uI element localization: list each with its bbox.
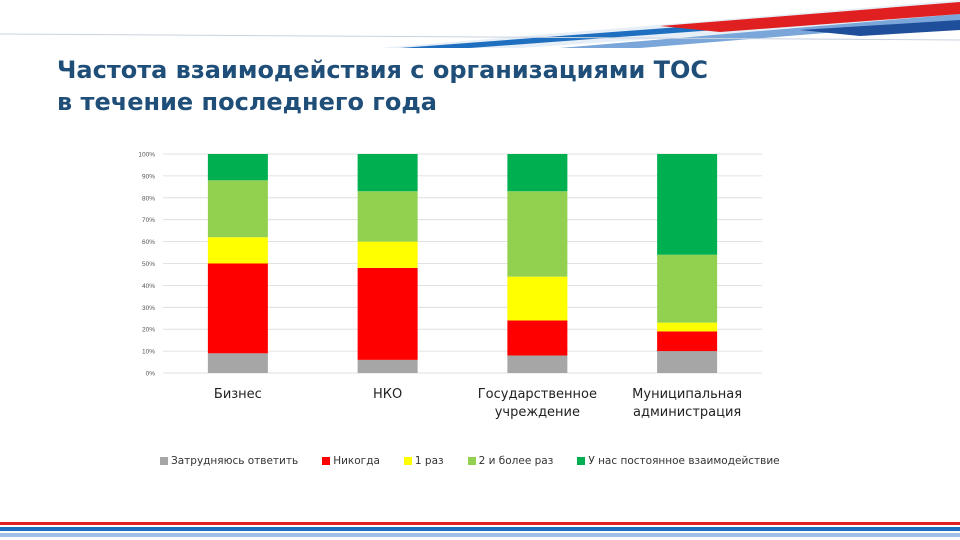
y-tick-label: 80%	[142, 195, 155, 202]
y-tick-label: 60%	[142, 239, 155, 246]
legend-item: Никогда	[322, 455, 380, 467]
bar-segment	[657, 254, 718, 323]
bar-segment	[207, 237, 268, 264]
legend-label: Никогда	[333, 455, 380, 467]
y-axis-ticks: 0% 10% 20% 30% 40% 50% 60% 70% 80% 90% 100%	[138, 152, 155, 378]
bar-segment	[357, 191, 418, 242]
category-label-line: НКО	[373, 387, 402, 402]
stacked-bar-chart: 0% 10% 20% 30% 40% 50% 60% 70% 80% 90% 100% Бизнес…	[138, 152, 762, 420]
legend-item: Затрудняюсь ответить	[160, 455, 298, 467]
bar-segment	[507, 276, 568, 321]
page-title: Частота взаимодействия с организациями Т…	[57, 54, 708, 118]
bar-segment	[657, 154, 718, 255]
y-tick-label: 0%	[146, 371, 156, 378]
bars	[207, 154, 718, 373]
top-ribbon-decoration	[0, 0, 960, 48]
category-label: Бизнес	[214, 387, 262, 402]
y-tick-label: 70%	[142, 217, 155, 224]
x-axis-categories: Бизнес НКО Государственное учреждение Муници…	[214, 387, 742, 420]
legend-item: 2 и более раз	[467, 455, 554, 467]
bottom-stripe-decoration	[0, 522, 960, 537]
chart-legend: Затрудняюсь ответить Никогда 1 раз 2 и боле…	[160, 455, 804, 467]
category-label: НКО	[373, 387, 402, 402]
bar-segment	[507, 320, 568, 356]
category-label-line: администрация	[633, 405, 741, 420]
y-tick-label: 90%	[142, 173, 155, 180]
legend-label: 1 раз	[414, 455, 444, 467]
y-tick-label: 30%	[142, 305, 155, 312]
bar-segment	[507, 191, 568, 277]
bar-segment	[357, 267, 418, 360]
bar-segment	[657, 322, 718, 332]
legend-item: 1 раз	[403, 455, 444, 467]
category-label-line: учреждение	[495, 405, 580, 420]
bar-segment	[357, 241, 418, 268]
y-tick-label: 10%	[142, 349, 155, 356]
title-line-2: в течение последнего года	[57, 88, 437, 116]
category-label-line: Муниципальная	[632, 387, 742, 402]
legend-label: 2 и более раз	[478, 455, 554, 467]
bar-segment	[657, 331, 718, 352]
bar-segment	[207, 180, 268, 238]
bar-segment	[207, 353, 268, 373]
bar-segment	[207, 263, 268, 354]
bar-segment	[507, 355, 568, 373]
legend-swatch	[322, 457, 331, 465]
title-line-1: Частота взаимодействия с организациями Т…	[57, 56, 709, 84]
legend-swatch	[160, 457, 168, 465]
legend-swatch	[403, 457, 412, 465]
y-tick-label: 100%	[138, 152, 155, 159]
bar-segment	[657, 351, 718, 373]
legend-label: Затрудняюсь ответить	[171, 455, 299, 467]
legend-label: У нас постоянное взаимодействие	[588, 455, 780, 467]
bar-segment	[357, 154, 418, 192]
bar-segment	[357, 359, 418, 373]
y-tick-label: 20%	[142, 327, 155, 334]
bar-segment	[207, 154, 268, 181]
category-label: Государственное учреждение	[478, 387, 597, 420]
category-label-line: Бизнес	[214, 387, 262, 402]
y-tick-label: 50%	[142, 261, 155, 268]
legend-swatch	[467, 457, 476, 465]
legend-swatch	[577, 457, 586, 465]
category-label: Муниципальная администрация	[632, 387, 742, 420]
category-label-line: Государственное	[478, 387, 597, 402]
bar-segment	[507, 154, 568, 192]
y-tick-label: 40%	[142, 283, 155, 290]
legend-item: У нас постоянное взаимодействие	[577, 455, 780, 467]
